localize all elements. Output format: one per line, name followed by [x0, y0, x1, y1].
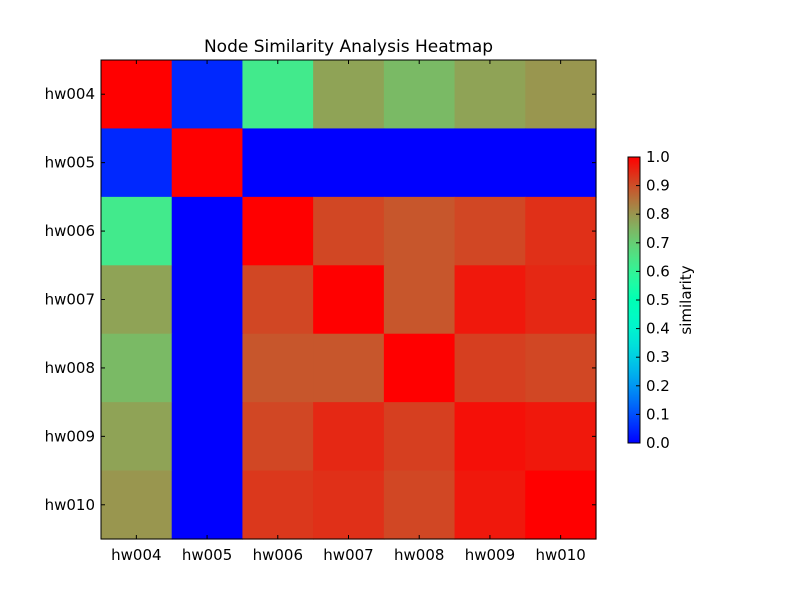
heatmap-cell	[242, 470, 314, 540]
heatmap-cell	[101, 265, 173, 335]
heatmap-cell	[171, 60, 244, 130]
heatmap-cell	[525, 265, 597, 335]
y-tick-label: hw008	[45, 359, 95, 377]
heatmap-cell	[313, 265, 385, 335]
heatmap-cell	[242, 60, 314, 130]
heatmap-cell	[242, 402, 314, 472]
heatmap-cell	[383, 128, 456, 198]
heatmap-cell	[383, 265, 456, 335]
x-tick-label: hw010	[535, 546, 585, 564]
heatmap-cell	[313, 60, 385, 130]
x-tick-label: hw006	[253, 546, 303, 564]
x-tick-label: hw007	[323, 546, 373, 564]
colorbar-tick-label: 0.6	[646, 262, 670, 280]
heatmap-cell	[101, 60, 173, 130]
colorbar-tick-label: 0.7	[646, 234, 670, 252]
heatmap-cell	[313, 196, 385, 266]
heatmap-cell	[525, 333, 597, 403]
heatmap-cell	[454, 60, 526, 130]
heatmap-cell	[454, 196, 526, 266]
heatmap-cell	[313, 333, 385, 403]
colorbar-tick-label: 0.5	[646, 291, 670, 309]
heatmap-cell	[525, 128, 597, 198]
y-tick-label: hw009	[45, 427, 95, 445]
heatmap-cell	[525, 402, 597, 472]
heatmap-cell	[525, 470, 597, 540]
heatmap-cell	[313, 402, 385, 472]
colorbar: 0.0 0.1 0.2 0.3 0.4 0.5 0.6 0.7 0.8 0.9 1.0 similar…	[627, 148, 695, 452]
colorbar-tick-label: 0.0	[646, 434, 670, 452]
y-tick-labels: hw004 hw005 hw006 hw007 hw008 hw009 hw010	[45, 85, 596, 514]
heatmap-cell	[171, 265, 244, 335]
heatmap-cell	[101, 470, 173, 540]
heatmap-cell	[383, 402, 456, 472]
x-tick-label: hw004	[111, 546, 161, 564]
colorbar-tick-label: 0.1	[646, 405, 670, 423]
plot-frame	[100, 59, 597, 540]
y-tick-label: hw006	[45, 222, 95, 240]
heatmap-cell	[101, 333, 173, 403]
y-tick-label: hw004	[45, 85, 95, 103]
heatmap-cell	[454, 128, 526, 198]
colorbar-tick-label: 0.3	[646, 348, 670, 366]
heatmap-cell	[454, 402, 526, 472]
colorbar-tick-label: 0.2	[646, 377, 670, 395]
heatmap-cell	[101, 402, 173, 472]
chart-title: Node Similarity Analysis Heatmap	[204, 37, 493, 57]
heatmap-cell	[101, 196, 173, 266]
heatmap-cell	[171, 402, 244, 472]
x-tick-label: hw009	[465, 546, 515, 564]
x-tick-label: hw008	[394, 546, 444, 564]
heatmap-cell	[454, 470, 526, 540]
heatmap-cell	[383, 196, 456, 266]
heatmap-cell	[171, 196, 244, 266]
colorbar-tick-label: 0.4	[646, 320, 670, 338]
heatmap-cell	[454, 265, 526, 335]
colorbar-tick-label: 0.9	[646, 177, 670, 195]
heatmap-cell	[242, 128, 314, 198]
heatmap-cell	[525, 196, 597, 266]
heatmap-cell	[101, 128, 173, 198]
heatmap-cell	[383, 333, 456, 403]
heatmap-cell	[242, 333, 314, 403]
heatmap-cell	[383, 470, 456, 540]
colorbar-label: similarity	[677, 265, 695, 334]
heatmap-cells	[101, 60, 597, 540]
heatmap-cell	[242, 265, 314, 335]
heatmap-cell	[242, 196, 314, 266]
heatmap-cell	[171, 128, 244, 198]
y-tick-label: hw007	[45, 291, 95, 309]
y-tick-label: hw005	[45, 154, 95, 172]
heatmap-cell	[383, 60, 456, 130]
colorbar-tick-label: 1.0	[646, 148, 670, 166]
heatmap-cell	[313, 128, 385, 198]
heatmap-cell	[171, 333, 244, 403]
heatmap-cell	[171, 470, 244, 540]
x-tick-label: hw005	[182, 546, 232, 564]
colorbar-tick-label: 0.8	[646, 205, 670, 223]
heatmap-cell	[525, 60, 597, 130]
heatmap-cell	[313, 470, 385, 540]
y-tick-label: hw010	[45, 496, 95, 514]
heatmap-cell	[454, 333, 526, 403]
x-tick-labels: hw004 hw005 hw006 hw007 hw008 hw009 hw010	[111, 60, 586, 564]
